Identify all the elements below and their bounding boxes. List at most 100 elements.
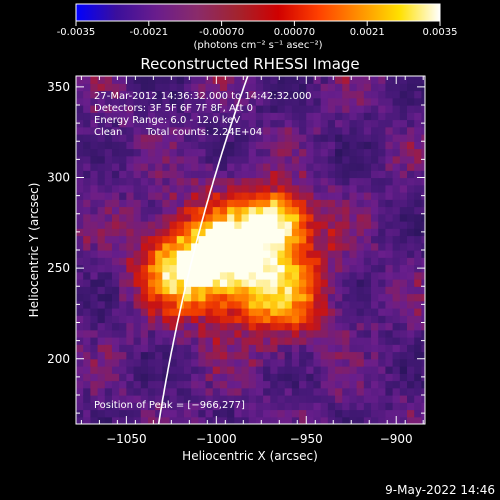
- heatmap-cell: [335, 416, 343, 424]
- heatmap-cell: [270, 163, 279, 171]
- heatmap-cell: [291, 337, 300, 345]
- heatmap-cell: [255, 322, 264, 331]
- heatmap-cell: [421, 308, 425, 316]
- heatmap-cell: [342, 134, 351, 142]
- heatmap-cell: [371, 337, 379, 345]
- heatmap-cell: [414, 286, 423, 295]
- heatmap-cell: [234, 184, 243, 193]
- heatmap-cell: [205, 221, 214, 229]
- heatmap-cell: [306, 206, 315, 215]
- heatmap-cell: [241, 141, 250, 150]
- heatmap-cell: [76, 170, 84, 179]
- heatmap-cell: [97, 126, 106, 135]
- heatmap-cell: [248, 97, 257, 106]
- heatmap-cell: [342, 112, 351, 121]
- heatmap-cell: [356, 83, 365, 92]
- heatmap-cell: [147, 279, 156, 287]
- heatmap-cell: [104, 155, 113, 164]
- heatmap-cell: [392, 90, 401, 99]
- heatmap-cell: [155, 141, 163, 150]
- heatmap-cell: [111, 242, 120, 251]
- heatmap-cell: [284, 315, 293, 324]
- heatmap-cell: [270, 416, 279, 424]
- heatmap-cell: [198, 257, 207, 266]
- heatmap-cell: [169, 119, 178, 128]
- heatmap-cell: [421, 286, 425, 295]
- heatmap-cell: [90, 184, 99, 193]
- heatmap-cell: [385, 155, 394, 164]
- heatmap-cell: [191, 395, 199, 403]
- heatmap-cell: [176, 235, 185, 244]
- heatmap-cell: [327, 380, 336, 389]
- heatmap-cell: [219, 119, 228, 128]
- heatmap-cell: [212, 337, 221, 345]
- heatmap-cell: [356, 177, 365, 186]
- heatmap-cell: [126, 83, 135, 92]
- heatmap-cell: [399, 170, 408, 179]
- heatmap-cell: [277, 112, 286, 121]
- heatmap-cell: [270, 337, 279, 345]
- heatmap-cell: [392, 148, 401, 157]
- heatmap-cell: [335, 308, 343, 316]
- heatmap-cell: [399, 90, 408, 99]
- heatmap-cell: [147, 177, 156, 186]
- heatmap-cell: [392, 235, 401, 244]
- heatmap-cell: [119, 315, 127, 324]
- heatmap-cell: [342, 286, 351, 295]
- heatmap-cell: [90, 373, 99, 382]
- heatmap-cell: [76, 112, 84, 121]
- heatmap-cell: [327, 155, 336, 164]
- heatmap-cell: [162, 199, 171, 208]
- heatmap-cell: [399, 83, 408, 92]
- heatmap-cell: [162, 358, 171, 367]
- heatmap-cell: [169, 170, 178, 179]
- heatmap-cell: [284, 337, 293, 345]
- heatmap-cell: [234, 83, 243, 92]
- heatmap-cell: [255, 366, 264, 374]
- heatmap-cell: [147, 235, 156, 244]
- heatmap-cell: [277, 235, 286, 244]
- heatmap-cell: [371, 119, 379, 128]
- heatmap-cell: [119, 344, 127, 353]
- heatmap-cell: [97, 264, 106, 273]
- heatmap-cell: [205, 90, 214, 99]
- heatmap-cell: [277, 329, 286, 338]
- heatmap-cell: [97, 170, 106, 179]
- heatmap-cell: [306, 192, 315, 200]
- heatmap-cell: [183, 380, 192, 389]
- heatmap-cell: [270, 308, 279, 316]
- heatmap-cell: [363, 213, 372, 222]
- heatmap-cell: [191, 119, 199, 128]
- heatmap-cell: [407, 141, 415, 150]
- heatmap-cell: [342, 105, 351, 113]
- heatmap-cell: [277, 192, 286, 200]
- heatmap-cell: [205, 184, 214, 193]
- heatmap-cell: [306, 286, 315, 295]
- heatmap-cell: [291, 286, 300, 295]
- heatmap-cell: [147, 344, 156, 353]
- heatmap-cell: [183, 119, 192, 128]
- heatmap-cell: [385, 257, 394, 266]
- heatmap-cell: [191, 213, 199, 222]
- heatmap-cell: [104, 264, 113, 273]
- heatmap-cell: [421, 366, 425, 374]
- heatmap-cell: [169, 387, 178, 396]
- heatmap-cell: [198, 329, 207, 338]
- heatmap-cell: [140, 402, 149, 411]
- heatmap-cell: [183, 337, 192, 345]
- heatmap-cell: [97, 373, 106, 382]
- heatmap-cell: [212, 380, 221, 389]
- heatmap-cell: [111, 126, 120, 135]
- heatmap-cell: [133, 105, 142, 113]
- heatmap-cell: [191, 257, 199, 266]
- heatmap-cell: [227, 416, 235, 424]
- heatmap-cell: [378, 112, 387, 121]
- heatmap-cell: [313, 402, 322, 411]
- heatmap-cell: [421, 322, 425, 331]
- heatmap-cell: [241, 416, 250, 424]
- heatmap-cell: [284, 126, 293, 135]
- heatmap-cell: [183, 366, 192, 374]
- heatmap-cell: [198, 264, 207, 273]
- heatmap-cell: [176, 329, 185, 338]
- heatmap-cell: [248, 351, 257, 360]
